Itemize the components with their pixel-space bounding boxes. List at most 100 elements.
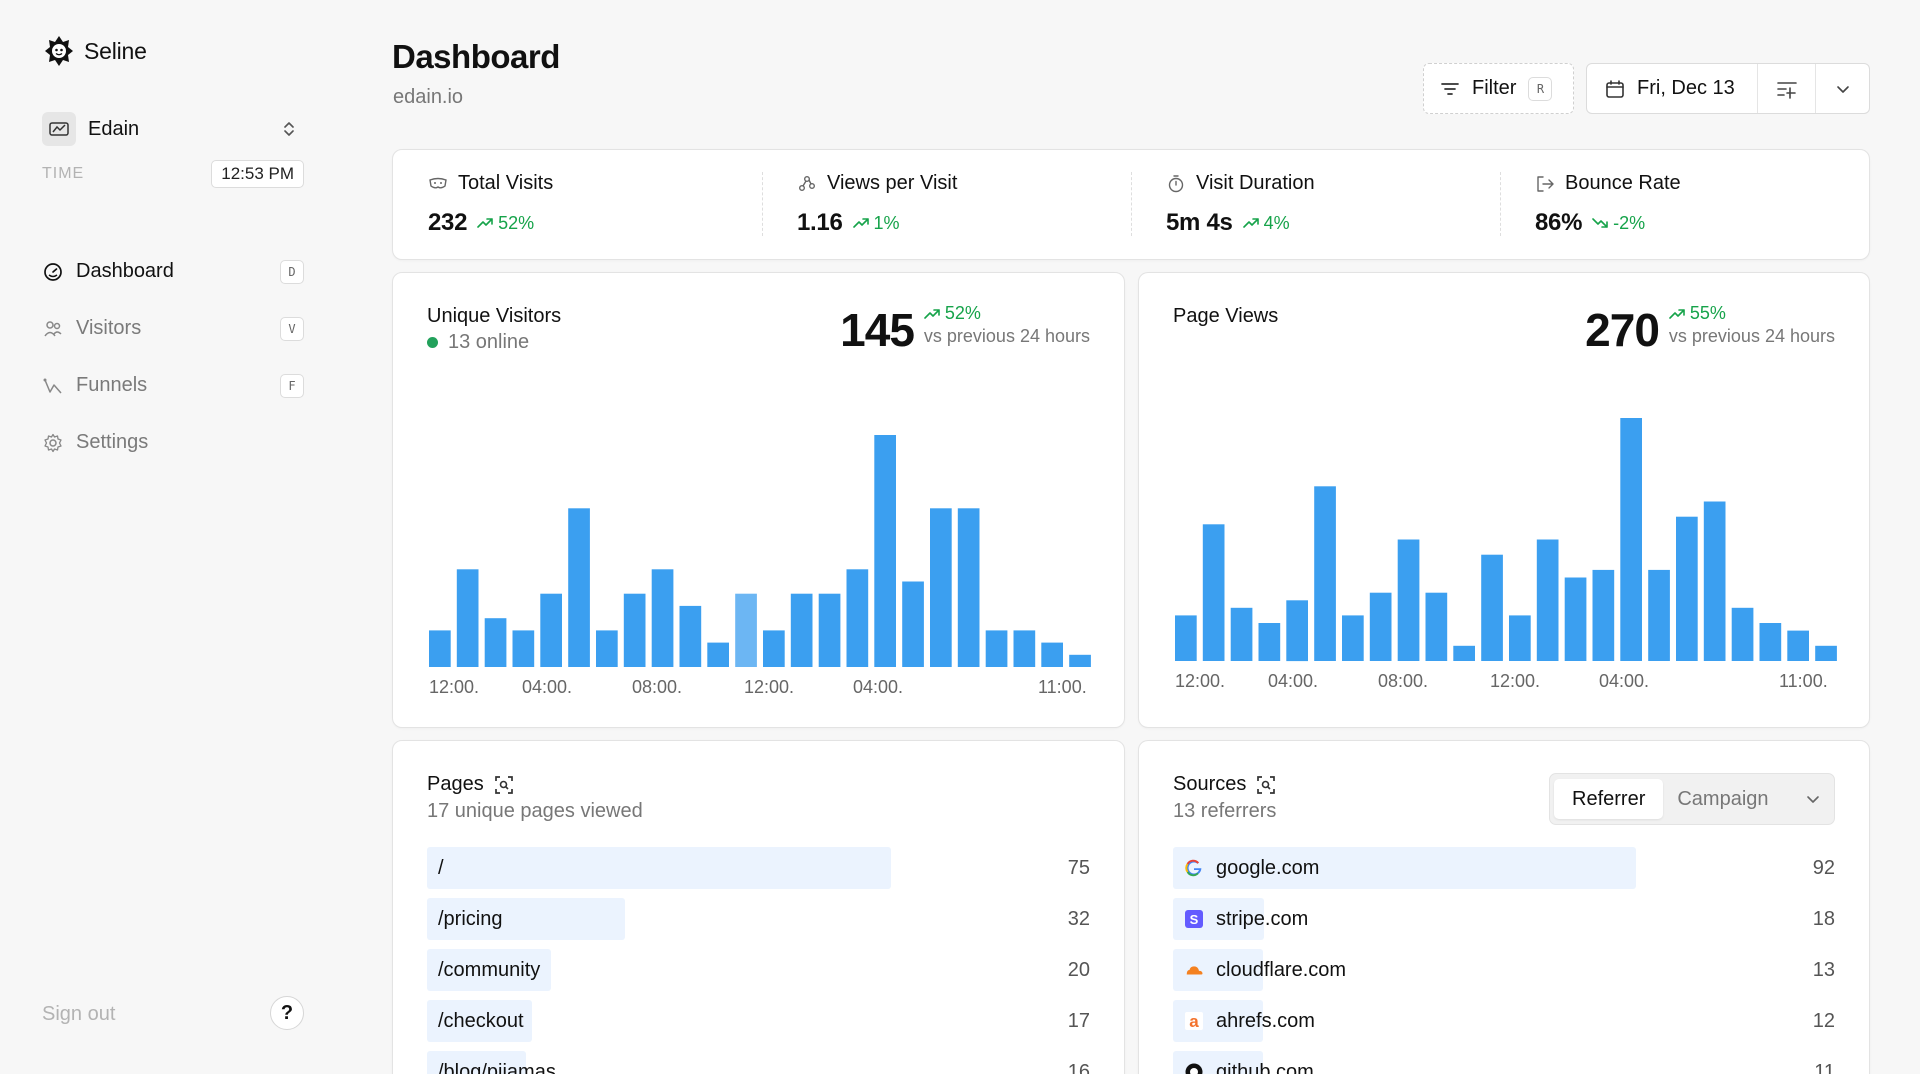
chart-bar[interactable] xyxy=(679,605,702,667)
stat-change: 1% xyxy=(852,213,900,234)
nav-item-funnels[interactable]: Funnels F xyxy=(42,357,304,414)
chart-bar[interactable] xyxy=(429,630,451,667)
brand[interactable]: Seline xyxy=(42,34,147,68)
chart-bar[interactable] xyxy=(651,569,674,667)
stat-value: 86% xyxy=(1535,209,1583,236)
stat-views-per-visit[interactable]: Views per Visit 1.16 1% xyxy=(762,150,1131,259)
workspace-switcher[interactable]: Edain xyxy=(42,112,304,146)
chart-bar[interactable] xyxy=(512,630,535,667)
nav-item-visitors[interactable]: Visitors V xyxy=(42,300,304,357)
list-item-bar xyxy=(427,949,551,991)
chart-bar[interactable] xyxy=(846,569,869,667)
nav-item-settings[interactable]: Settings xyxy=(42,414,304,471)
chart-bar[interactable] xyxy=(1425,592,1448,661)
tab-referrer[interactable]: Referrer xyxy=(1554,779,1664,819)
tab-campaign[interactable]: Campaign xyxy=(1677,787,1769,810)
chart-bar[interactable] xyxy=(1175,615,1197,661)
filter-button[interactable]: Filter R xyxy=(1423,63,1574,114)
stat-total-visits[interactable]: Total Visits 232 52% xyxy=(393,150,762,259)
chart-bar[interactable] xyxy=(1041,642,1063,667)
list-item[interactable]: /community 20 xyxy=(427,949,1090,1000)
chart-bar[interactable] xyxy=(1509,615,1531,661)
stat-bounce-rate[interactable]: Bounce Rate 86% -2% xyxy=(1500,150,1869,259)
chart-bar[interactable] xyxy=(596,630,618,667)
list-item[interactable]: /pricing 32 xyxy=(427,898,1090,949)
chart-bar[interactable] xyxy=(1069,654,1091,667)
chart-bar[interactable] xyxy=(957,508,980,667)
chart-bar[interactable] xyxy=(456,569,479,667)
stat-visit-duration[interactable]: Visit Duration 5m 4s 4% xyxy=(1131,150,1500,259)
chart-bar[interactable] xyxy=(1620,418,1642,661)
stat-value: 5m 4s xyxy=(1166,209,1233,236)
chart-bar[interactable] xyxy=(1759,623,1782,661)
x-tick-label: 04:00. xyxy=(1599,671,1649,691)
chart-bar[interactable] xyxy=(902,581,924,668)
chart-bar[interactable] xyxy=(1787,630,1809,661)
chart-bar[interactable] xyxy=(1314,486,1336,661)
chart-bar[interactable] xyxy=(1453,645,1475,661)
chart-bar[interactable] xyxy=(1258,623,1281,661)
svg-text:S: S xyxy=(1190,912,1199,927)
list-item[interactable]: /blog/pijamas 16 xyxy=(427,1051,1090,1074)
list-item[interactable]: cloudflare.com 13 xyxy=(1173,949,1835,1000)
chart-bar[interactable] xyxy=(1564,577,1587,662)
chart-bar[interactable] xyxy=(623,593,646,667)
expand-scan-icon[interactable] xyxy=(1256,775,1276,795)
nav-item-dashboard[interactable]: Dashboard D xyxy=(42,243,304,300)
chart-bar[interactable] xyxy=(707,642,729,667)
chart-bar[interactable] xyxy=(1536,539,1559,662)
sign-out-link[interactable]: Sign out xyxy=(42,1003,116,1025)
chart-bar[interactable] xyxy=(1202,524,1225,661)
chart-bar[interactable] xyxy=(540,593,562,667)
chart-bar[interactable] xyxy=(1648,569,1670,661)
list-item-label: /blog/pijamas xyxy=(438,1060,556,1074)
chart-bar[interactable] xyxy=(1342,615,1364,661)
chart-bar[interactable] xyxy=(568,508,590,667)
date-dropdown-toggle[interactable] xyxy=(1816,64,1869,113)
list-item-count: 16 xyxy=(1067,1060,1090,1074)
stripe-icon: S xyxy=(1184,909,1204,929)
chart-bar[interactable] xyxy=(1703,501,1726,662)
chart-bar[interactable] xyxy=(790,593,813,667)
chart-bar[interactable] xyxy=(1397,539,1420,662)
chart-bar[interactable] xyxy=(1481,554,1503,661)
chart-bar[interactable] xyxy=(735,593,757,667)
chart-bar[interactable] xyxy=(1731,607,1754,661)
card-subtitle: 13 referrers xyxy=(1173,800,1277,822)
x-tick-label: 11:00. xyxy=(1779,671,1828,691)
chart-bar[interactable] xyxy=(1676,516,1698,661)
list-item[interactable]: / 75 xyxy=(427,847,1090,898)
shortcut-key: F xyxy=(280,373,304,398)
x-tick-label: 04:00. xyxy=(853,677,903,697)
chart-bar[interactable] xyxy=(874,435,896,667)
date-button[interactable]: Fri, Dec 13 xyxy=(1587,64,1758,113)
github-icon xyxy=(1184,1062,1204,1074)
chart-bar[interactable] xyxy=(1815,645,1837,661)
card-title-text: Sources xyxy=(1173,773,1247,795)
stat-change-value: -2% xyxy=(1613,212,1646,233)
list-item[interactable]: google.com 92 xyxy=(1173,847,1835,898)
list-item[interactable]: /checkout 17 xyxy=(427,1000,1090,1051)
chart-bar[interactable] xyxy=(484,618,507,667)
chevron-down-icon[interactable] xyxy=(1806,794,1820,804)
chart-bar[interactable] xyxy=(1286,600,1308,662)
list-item-count: 92 xyxy=(1812,856,1835,879)
chart-bar[interactable] xyxy=(1369,592,1392,661)
chart-bar[interactable] xyxy=(985,630,1008,667)
metric-change: 52% xyxy=(924,303,1090,324)
chart-bar[interactable] xyxy=(763,630,785,667)
expand-scan-icon[interactable] xyxy=(494,775,514,795)
compare-button[interactable] xyxy=(1758,64,1816,113)
chart-bar[interactable] xyxy=(1230,607,1253,661)
chart-bar[interactable] xyxy=(818,593,841,667)
list-item[interactable]: github.com 11 xyxy=(1173,1051,1835,1074)
chart-bar[interactable] xyxy=(1592,569,1615,661)
chevron-up-down-icon xyxy=(284,122,294,136)
list-item[interactable]: a ahrefs.com 12 xyxy=(1173,1000,1835,1051)
chart-bar[interactable] xyxy=(1013,630,1036,667)
help-button[interactable]: ? xyxy=(270,996,304,1030)
chart-bar[interactable] xyxy=(930,508,952,667)
x-tick-label: 08:00. xyxy=(632,677,682,697)
